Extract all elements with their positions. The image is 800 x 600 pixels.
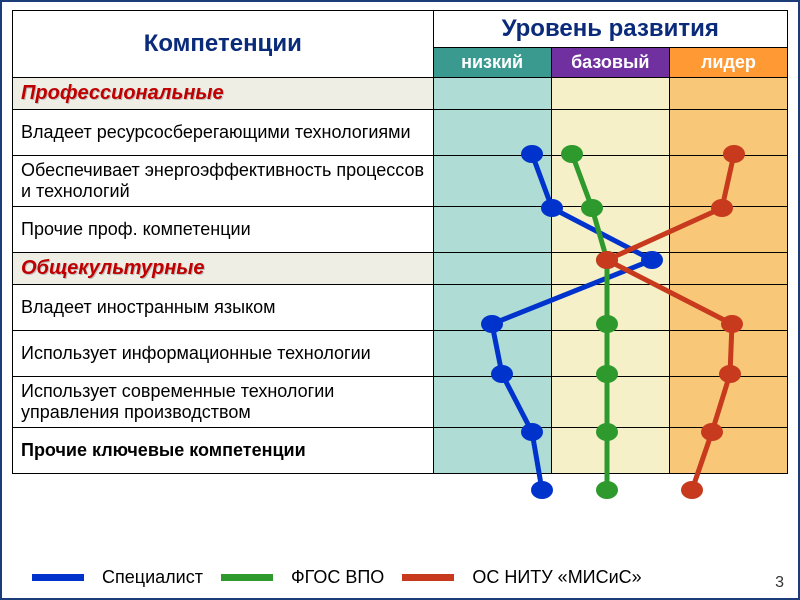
competency-table: Компетенции Уровень развития низкий базо…: [12, 10, 788, 474]
category-cultural: Общекультурные: [13, 253, 434, 285]
cell: [433, 110, 551, 156]
cell: [433, 377, 551, 428]
cell: [669, 207, 787, 253]
cell: [669, 253, 787, 285]
legend-swatch-misis: [402, 574, 454, 581]
header-competencies: Компетенции: [13, 11, 434, 78]
cell: [433, 285, 551, 331]
header-dev-level: Уровень развития: [433, 11, 787, 48]
competency-row: Использует современные технологии управл…: [13, 377, 434, 428]
cell: [551, 110, 669, 156]
competency-row: Владеет ресурсосберегающими технологиями: [13, 110, 434, 156]
competency-row: Прочие проф. компетенции: [13, 207, 434, 253]
cell: [551, 285, 669, 331]
legend: Специалист ФГОС ВПО ОС НИТУ «МИСиС»: [32, 567, 768, 588]
cell: [551, 331, 669, 377]
table: Компетенции Уровень развития низкий базо…: [12, 10, 788, 474]
cell: [551, 253, 669, 285]
level-leader-header: лидер: [669, 48, 787, 78]
cell: [669, 78, 787, 110]
cell: [669, 285, 787, 331]
cell: [551, 78, 669, 110]
cell: [551, 428, 669, 474]
cell: [669, 428, 787, 474]
category-professional: Профессиональные: [13, 78, 434, 110]
competency-row: Прочие ключевые компетенции: [13, 428, 434, 474]
cell: [669, 110, 787, 156]
cell: [551, 207, 669, 253]
legend-swatch-specialist: [32, 574, 84, 581]
legend-swatch-fgos: [221, 574, 273, 581]
cell: [433, 207, 551, 253]
cell: [669, 331, 787, 377]
legend-label-misis: ОС НИТУ «МИСиС»: [472, 567, 641, 588]
cell: [551, 156, 669, 207]
competency-row: Использует информационные технологии: [13, 331, 434, 377]
page-number: 3: [775, 574, 784, 592]
competency-row: Обеспечивает энергоэффективность процесс…: [13, 156, 434, 207]
level-base-header: базовый: [551, 48, 669, 78]
cell: [433, 156, 551, 207]
cell: [433, 253, 551, 285]
legend-label-specialist: Специалист: [102, 567, 203, 588]
cell: [551, 377, 669, 428]
cell: [433, 78, 551, 110]
competency-row: Владеет иностранным языком: [13, 285, 434, 331]
cell: [433, 428, 551, 474]
level-low-header: низкий: [433, 48, 551, 78]
legend-label-fgos: ФГОС ВПО: [291, 567, 384, 588]
cell: [433, 331, 551, 377]
cell: [669, 156, 787, 207]
cell: [669, 377, 787, 428]
slide: Компетенции Уровень развития низкий базо…: [0, 0, 800, 600]
